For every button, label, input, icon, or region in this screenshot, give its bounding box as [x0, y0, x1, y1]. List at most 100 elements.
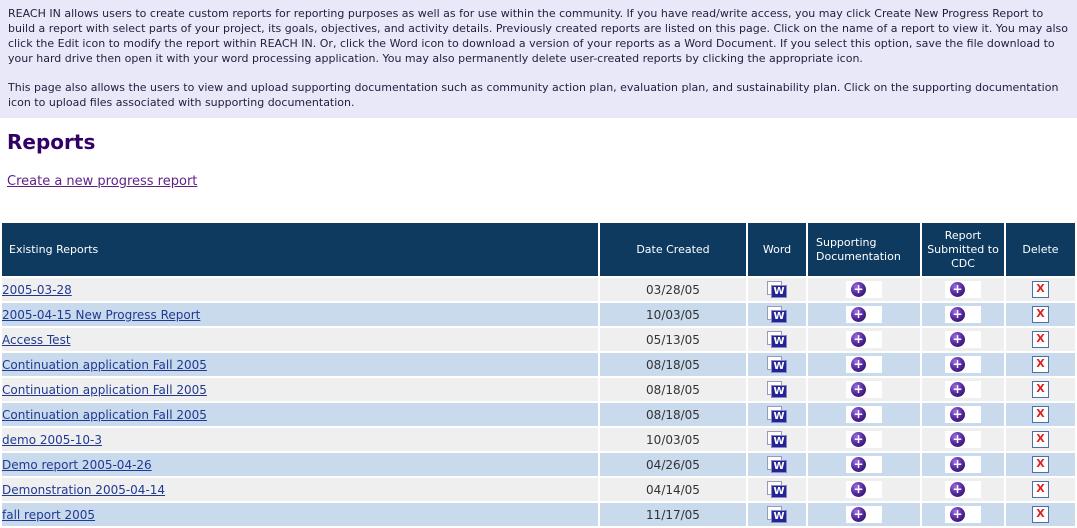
date-created-cell: 04/14/05: [600, 478, 746, 501]
supporting-documentation-icon[interactable]: +: [846, 506, 882, 523]
report-submitted-to-cdc-icon[interactable]: +: [945, 331, 981, 348]
date-created-cell: 04/26/05: [600, 453, 746, 476]
delete-icon[interactable]: X: [1032, 406, 1049, 423]
reports-table-body: 2005-03-28 03/28/05 W + + X 2005-04-15 New Pro…: [2, 278, 1075, 526]
report-link[interactable]: Continuation application Fall 2005: [2, 407, 207, 422]
report-submitted-to-cdc-cell: +: [922, 328, 1004, 351]
date-created-cell: 10/03/05: [600, 428, 746, 451]
delete-cell: X: [1006, 503, 1075, 526]
report-name-cell: Continuation application Fall 2005: [2, 353, 598, 376]
delete-cell: X: [1006, 278, 1075, 301]
word-icon-letter: W: [771, 385, 787, 398]
supporting-documentation-cell: +: [808, 503, 920, 526]
word-icon[interactable]: W: [767, 281, 787, 298]
column-header-word: Word: [748, 223, 806, 276]
supporting-documentation-cell: +: [808, 403, 920, 426]
table-row: demo 2005-10-3 10/03/05 W + + X: [2, 428, 1075, 451]
report-link[interactable]: demo 2005-10-3: [2, 432, 102, 447]
date-created-cell: 11/17/05: [600, 503, 746, 526]
word-icon[interactable]: W: [767, 406, 787, 423]
report-link[interactable]: 2005-03-28: [2, 282, 72, 297]
supporting-documentation-cell: +: [808, 428, 920, 451]
delete-icon[interactable]: X: [1032, 481, 1049, 498]
delete-cell: X: [1006, 378, 1075, 401]
table-row: Demonstration 2005-04-14 04/14/05 W + + X: [2, 478, 1075, 501]
delete-icon[interactable]: X: [1032, 506, 1049, 523]
report-submitted-to-cdc-icon[interactable]: +: [945, 406, 981, 423]
supporting-documentation-cell: +: [808, 478, 920, 501]
word-icon-letter: W: [771, 335, 787, 348]
word-icon[interactable]: W: [767, 456, 787, 473]
delete-cell: X: [1006, 403, 1075, 426]
report-link[interactable]: Demonstration 2005-04-14: [2, 482, 166, 497]
delete-icon[interactable]: X: [1032, 281, 1049, 298]
supporting-documentation-icon[interactable]: +: [846, 306, 882, 323]
supporting-documentation-cell: +: [808, 453, 920, 476]
delete-icon[interactable]: X: [1032, 431, 1049, 448]
delete-icon[interactable]: X: [1032, 306, 1049, 323]
supporting-documentation-icon[interactable]: +: [846, 431, 882, 448]
plus-sphere-icon: +: [851, 457, 866, 472]
word-icon-letter: W: [771, 460, 787, 473]
report-link[interactable]: Continuation application Fall 2005: [2, 382, 207, 397]
date-created-cell: 08/18/05: [600, 353, 746, 376]
page-title: Reports: [7, 130, 96, 154]
report-link[interactable]: Demo report 2005-04-26: [2, 457, 152, 472]
delete-icon[interactable]: X: [1032, 331, 1049, 348]
word-icon[interactable]: W: [767, 306, 787, 323]
report-name-cell: fall report 2005: [2, 503, 598, 526]
plus-sphere-icon: +: [851, 332, 866, 347]
word-icon[interactable]: W: [767, 331, 787, 348]
report-submitted-to-cdc-cell: +: [922, 278, 1004, 301]
report-name-cell: Continuation application Fall 2005: [2, 378, 598, 401]
delete-icon[interactable]: X: [1032, 356, 1049, 373]
supporting-documentation-icon[interactable]: +: [846, 456, 882, 473]
report-link[interactable]: fall report 2005: [2, 507, 96, 522]
word-icon[interactable]: W: [767, 481, 787, 498]
report-submitted-to-cdc-cell: +: [922, 503, 1004, 526]
report-name-cell: Demonstration 2005-04-14: [2, 478, 598, 501]
report-name-cell: 2005-03-28: [2, 278, 598, 301]
report-submitted-to-cdc-icon[interactable]: +: [945, 356, 981, 373]
date-created-cell: 03/28/05: [600, 278, 746, 301]
report-link[interactable]: 2005-04-15 New Progress Report: [2, 307, 201, 322]
supporting-documentation-icon[interactable]: +: [846, 281, 882, 298]
plus-sphere-icon: +: [851, 482, 866, 497]
report-submitted-to-cdc-icon[interactable]: +: [945, 506, 981, 523]
supporting-documentation-icon[interactable]: +: [846, 381, 882, 398]
table-row: Continuation application Fall 2005 08/18/…: [2, 378, 1075, 401]
report-submitted-to-cdc-icon[interactable]: +: [945, 281, 981, 298]
plus-sphere-icon: +: [851, 507, 866, 522]
word-cell: W: [748, 378, 806, 401]
word-icon[interactable]: W: [767, 431, 787, 448]
report-submitted-to-cdc-icon[interactable]: +: [945, 431, 981, 448]
create-progress-report-link[interactable]: Create a new progress report: [7, 174, 198, 189]
delete-cell: X: [1006, 303, 1075, 326]
word-icon-letter: W: [771, 410, 787, 423]
word-icon[interactable]: W: [767, 381, 787, 398]
report-submitted-to-cdc-icon[interactable]: +: [945, 381, 981, 398]
word-icon-letter: W: [771, 485, 787, 498]
supporting-documentation-cell: +: [808, 303, 920, 326]
delete-cell: X: [1006, 453, 1075, 476]
supporting-documentation-cell: +: [808, 278, 920, 301]
supporting-documentation-icon[interactable]: +: [846, 356, 882, 373]
report-submitted-to-cdc-icon[interactable]: +: [945, 456, 981, 473]
word-cell: W: [748, 353, 806, 376]
reports-table: Existing Reports Date Created Word Suppo…: [0, 221, 1077, 528]
column-header-delete: Delete: [1006, 223, 1075, 276]
word-icon[interactable]: W: [767, 506, 787, 523]
delete-icon[interactable]: X: [1032, 456, 1049, 473]
column-header-date-created: Date Created: [600, 223, 746, 276]
plus-sphere-icon: +: [950, 507, 965, 522]
report-link[interactable]: Access Test: [2, 332, 71, 347]
supporting-documentation-icon[interactable]: +: [846, 481, 882, 498]
report-submitted-to-cdc-icon[interactable]: +: [945, 481, 981, 498]
delete-icon[interactable]: X: [1032, 381, 1049, 398]
report-link[interactable]: Continuation application Fall 2005: [2, 357, 207, 372]
report-submitted-to-cdc-icon[interactable]: +: [945, 306, 981, 323]
word-icon[interactable]: W: [767, 356, 787, 373]
supporting-documentation-icon[interactable]: +: [846, 406, 882, 423]
supporting-documentation-icon[interactable]: +: [846, 331, 882, 348]
table-row: Demo report 2005-04-26 04/26/05 W + + X: [2, 453, 1075, 476]
